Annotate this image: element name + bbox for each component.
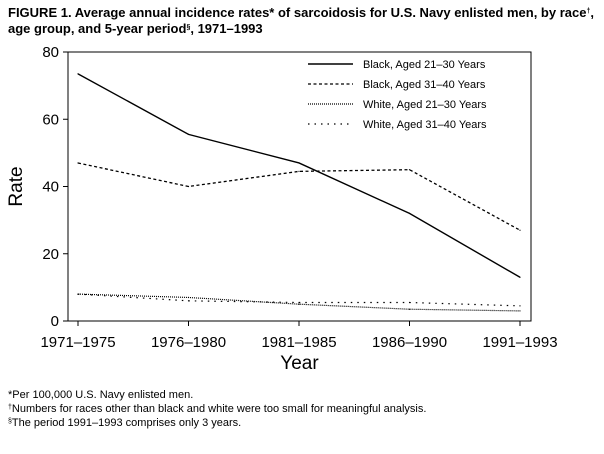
series-2-point [408, 169, 411, 171]
plot-frame [67, 51, 532, 322]
footnote-2-mark: † [8, 404, 12, 411]
footnotes: *Per 100,000 U.S. Navy enlisted men. †Nu… [8, 388, 598, 430]
title-text-1: FIGURE 1. Average annual incidence rates [8, 5, 270, 20]
x-tick-label: 1976–1980 [151, 334, 226, 351]
series-2-point [298, 170, 300, 172]
title-footnote-mark-3: § [186, 24, 191, 31]
footnote-3: §The period 1991–1993 comprises only 3 y… [8, 416, 598, 430]
series-1-point [187, 133, 190, 135]
footnote-3-mark: § [8, 418, 12, 425]
y-axis-label: Rate [6, 166, 27, 206]
legend-label-2: Black, Aged 31–40 Years [363, 79, 486, 91]
series-4-point [408, 301, 411, 304]
x-tick-label: 1981–1985 [261, 334, 336, 351]
title-text-2: of sarcoidosis for U.S. Navy enlisted me… [274, 5, 587, 20]
series-3-point [187, 296, 190, 299]
footnote-1-text: Per 100,000 U.S. Navy enlisted men. [12, 389, 194, 401]
series-2-point [187, 185, 190, 188]
series-4-point [187, 300, 190, 302]
legend-label-1: Black, Aged 21–30 Years [363, 59, 486, 71]
title-footnote-mark-1: * [269, 5, 275, 20]
x-tick-label: 1991–1993 [482, 334, 557, 351]
series-1-point [298, 162, 300, 164]
footnote-1-mark: * [8, 389, 13, 401]
series-line-2 [77, 162, 521, 231]
series-2-point [519, 229, 521, 231]
series-2-point [77, 162, 79, 164]
series-1-point [408, 212, 411, 214]
series-1-point [77, 73, 79, 75]
footnote-1: *Per 100,000 U.S. Navy enlisted men. [8, 388, 598, 402]
series-1-point [519, 276, 521, 278]
y-tick-label: 20 [42, 246, 59, 263]
series-4-point [298, 301, 300, 304]
y-tick-label: 0 [51, 313, 59, 330]
figure-title: FIGURE 1. Average annual incidence rates… [8, 5, 598, 37]
series-line-3 [77, 293, 521, 312]
series-3-point [298, 303, 300, 305]
legend-label-3: White, Aged 21–30 Years [363, 99, 487, 111]
series-3-point [408, 308, 411, 310]
series-3-point [519, 310, 521, 312]
y-tick-label: 40 [42, 179, 59, 196]
series-4-point [77, 293, 79, 295]
title-footnote-mark-2: † [586, 8, 591, 15]
legend-label-4: White, Aged 31–40 Years [363, 119, 487, 131]
footnote-3-text: The period 1991–1993 comprises only 3 ye… [11, 417, 242, 429]
title-text-3: , age group, and 5-year period [8, 5, 594, 36]
series-4-point [519, 305, 521, 307]
title-text-4: , 1971–1993 [190, 21, 263, 36]
footnote-2-text: Numbers for races other than black and w… [11, 403, 427, 415]
x-tick-label: 1986–1990 [372, 334, 447, 351]
x-tick-label: 1971–1975 [40, 334, 115, 351]
y-tick-label: 80 [42, 44, 59, 61]
footnote-2: †Numbers for races other than black and … [8, 402, 598, 416]
y-tick-label: 60 [42, 111, 59, 128]
x-axis-label: Year [280, 353, 319, 374]
